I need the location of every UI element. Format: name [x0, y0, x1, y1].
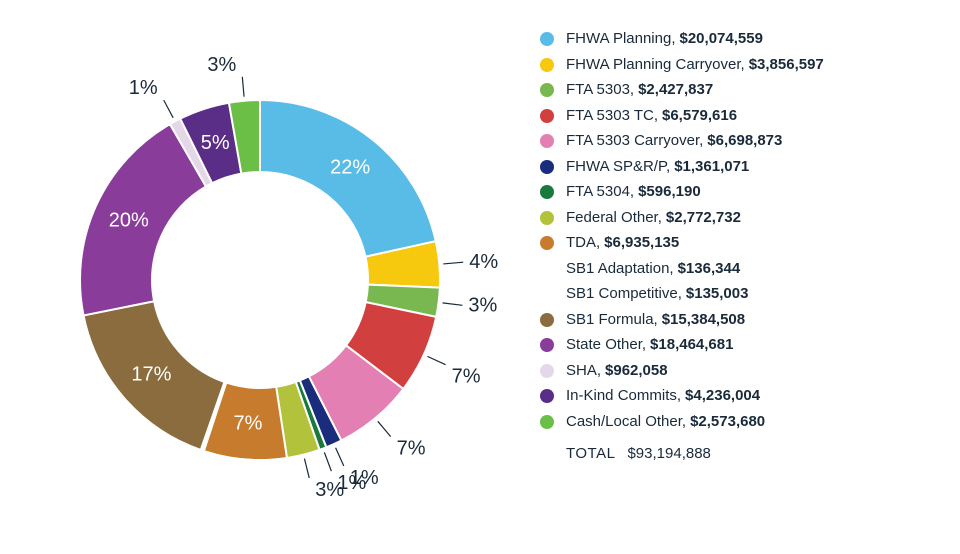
legend-value: $18,464,681 [650, 336, 733, 354]
legend-value: $15,384,508 [662, 311, 745, 329]
legend-value: $4,236,004 [685, 387, 760, 405]
leader-line [164, 100, 173, 118]
leader-line [443, 303, 463, 305]
legend-label: FHWA Planning, [566, 30, 676, 48]
slice-pct-label: 3% [207, 54, 236, 76]
legend-item: FHWA SP&R/P,$1,361,071 [540, 158, 960, 176]
leader-line [443, 262, 463, 264]
legend-label: Federal Other, [566, 209, 662, 227]
legend-label: FTA 5303 TC, [566, 107, 658, 125]
legend-item: FTA 5304,$596,190 [540, 183, 960, 201]
donut-chart-svg: 22%4%3%7%7%1%1%3%7%17%20%1%5%3% [0, 0, 540, 554]
slice-pct-label: 3% [315, 479, 344, 501]
legend-item: Federal Other,$2,772,732 [540, 209, 960, 227]
slice-pct-label: 20% [109, 210, 149, 232]
legend-swatch [540, 32, 554, 46]
legend-item: SHA,$962,058 [540, 362, 960, 380]
slice-pct-label: 17% [131, 364, 171, 386]
legend-label: SB1 Competitive, [566, 285, 682, 303]
legend-item: SB1 Adaptation,$136,344 [540, 260, 960, 278]
legend-swatch [540, 364, 554, 378]
slice-pct-label: 7% [234, 412, 263, 434]
legend-swatch [540, 313, 554, 327]
legend-total-row: TOTAL $93,194,888 [540, 445, 960, 462]
legend-value: $136,344 [678, 260, 741, 278]
legend-swatch [540, 185, 554, 199]
legend-value: $596,190 [638, 183, 701, 201]
leader-line [336, 448, 344, 466]
legend-swatch [540, 415, 554, 429]
legend-item: SB1 Competitive,$135,003 [540, 285, 960, 303]
leader-line [324, 452, 331, 471]
legend-total-label: TOTAL [566, 445, 615, 462]
leader-line [427, 356, 445, 364]
page-root: 22%4%3%7%7%1%1%3%7%17%20%1%5%3% FHWA Pla… [0, 0, 960, 554]
legend-label: State Other, [566, 336, 646, 354]
legend-value: $2,573,680 [690, 413, 765, 431]
legend-total-value: $93,194,888 [627, 445, 710, 462]
slice-pct-label: 7% [452, 366, 481, 388]
slice-pct-label: 5% [201, 132, 230, 154]
legend-value: $6,935,135 [604, 234, 679, 252]
legend-item: FTA 5303 Carryover,$6,698,873 [540, 132, 960, 150]
leader-line [378, 421, 391, 436]
legend-value: $3,856,597 [749, 56, 824, 74]
slice-pct-label: 1% [129, 77, 158, 99]
legend-item: FTA 5303 TC,$6,579,616 [540, 107, 960, 125]
legend-swatch [540, 236, 554, 250]
legend-label: FHWA Planning Carryover, [566, 56, 745, 74]
slice-pct-label: 4% [469, 251, 498, 273]
leader-line [242, 77, 244, 97]
legend-value: $6,698,873 [707, 132, 782, 150]
legend-value: $20,074,559 [680, 30, 763, 48]
legend-label: SB1 Formula, [566, 311, 658, 329]
legend-value: $6,579,616 [662, 107, 737, 125]
legend-label: FTA 5303 Carryover, [566, 132, 703, 150]
legend-value: $962,058 [605, 362, 668, 380]
legend-item: Cash/Local Other,$2,573,680 [540, 413, 960, 431]
legend-item: SB1 Formula,$15,384,508 [540, 311, 960, 329]
donut-chart-container: 22%4%3%7%7%1%1%3%7%17%20%1%5%3% [0, 0, 540, 554]
legend-container: FHWA Planning,$20,074,559 FHWA Planning C… [540, 0, 960, 554]
slice-pct-label: 22% [330, 157, 370, 179]
leader-line [304, 459, 309, 478]
legend-item: TDA,$6,935,135 [540, 234, 960, 252]
legend-label: In-Kind Commits, [566, 387, 681, 405]
legend-value: $2,427,837 [638, 81, 713, 99]
legend-swatch [540, 83, 554, 97]
legend-swatch [540, 389, 554, 403]
legend-label: TDA, [566, 234, 600, 252]
legend-label: FTA 5304, [566, 183, 634, 201]
legend-swatch [540, 338, 554, 352]
legend-value: $135,003 [686, 285, 749, 303]
legend-label: Cash/Local Other, [566, 413, 686, 431]
slice-pct-label: 3% [468, 294, 497, 316]
legend-item: In-Kind Commits,$4,236,004 [540, 387, 960, 405]
legend-swatch [540, 211, 554, 225]
legend-label: FTA 5303, [566, 81, 634, 99]
legend-item: FHWA Planning Carryover,$3,856,597 [540, 56, 960, 74]
legend-label: FHWA SP&R/P, [566, 158, 670, 176]
legend-swatch [540, 109, 554, 123]
slice-pct-label: 7% [397, 438, 426, 460]
legend-item: FTA 5303,$2,427,837 [540, 81, 960, 99]
legend-value: $2,772,732 [666, 209, 741, 227]
legend-swatch [540, 134, 554, 148]
legend-item: FHWA Planning,$20,074,559 [540, 30, 960, 48]
legend-item: State Other,$18,464,681 [540, 336, 960, 354]
legend-swatch [540, 58, 554, 72]
legend-label: SHA, [566, 362, 601, 380]
legend-swatch [540, 160, 554, 174]
legend-label: SB1 Adaptation, [566, 260, 674, 278]
legend-value: $1,361,071 [674, 158, 749, 176]
